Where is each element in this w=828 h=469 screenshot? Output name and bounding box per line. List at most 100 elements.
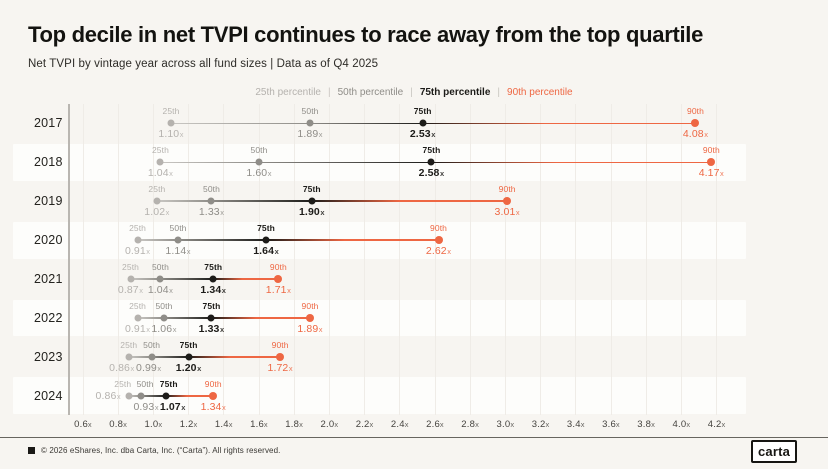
tick-number: 1.0 <box>144 419 159 431</box>
data-point-25th-2024 <box>125 392 133 400</box>
value-number: 0.87 <box>117 284 139 297</box>
value-suffix: x <box>287 286 291 296</box>
percentile-label: 75th <box>302 184 321 195</box>
value-label: 1.89x <box>297 323 322 335</box>
x-tick-label: 4.2x <box>708 419 726 430</box>
data-point-75th-2024 <box>162 392 170 400</box>
data-point-50th-2019 <box>207 197 215 205</box>
value-number: 0.86 <box>95 389 117 402</box>
data-point-50th-2020 <box>174 236 182 244</box>
percentile-line-2022 <box>137 317 311 319</box>
tick-suffix: x <box>439 420 444 430</box>
x-tick-label: 3.0x <box>497 419 515 430</box>
value-label: 1.04x <box>148 284 173 296</box>
x-tick-label: 2.8x <box>461 419 479 430</box>
tick-suffix: x <box>721 420 726 430</box>
value-label: 1.64x <box>253 245 279 257</box>
grid-line <box>223 104 225 416</box>
value-label: 1.33x <box>199 323 225 335</box>
value-suffix: x <box>186 247 191 257</box>
tick-number: 3.0 <box>496 419 511 431</box>
value-number: 1.33 <box>198 206 220 219</box>
x-tick-label: 1.2x <box>180 419 198 430</box>
percentile-label: 90th <box>702 145 720 156</box>
legend-item-p25: 25th percentile <box>255 87 321 98</box>
value-suffix: x <box>431 130 436 140</box>
percentile-label: 90th <box>498 184 516 195</box>
copyright-note: © 2026 eShares, Inc. dba Carta, Inc. (“C… <box>41 446 281 455</box>
tick-suffix: x <box>263 420 268 430</box>
tick-suffix: x <box>193 420 198 430</box>
value-suffix: x <box>267 169 272 179</box>
grid-line <box>82 104 84 416</box>
value-label: 0.91x <box>125 323 150 335</box>
year-label-2022: 2022 <box>34 310 63 325</box>
value-suffix: x <box>172 324 177 334</box>
percentile-label: 75th <box>204 262 223 273</box>
tick-suffix: x <box>580 420 585 430</box>
value-label: 3.01x <box>495 206 520 218</box>
tick-suffix: x <box>299 420 304 430</box>
data-point-25th-2019 <box>153 197 161 205</box>
value-label: 1.02x <box>144 206 169 218</box>
tick-number: 2.0 <box>320 419 335 431</box>
percentile-line-2017 <box>171 122 696 125</box>
value-number: 1.89 <box>297 322 319 335</box>
data-point-50th-2021 <box>156 275 164 283</box>
data-point-90th-2021 <box>274 275 283 284</box>
value-label: 1.72x <box>268 362 293 374</box>
x-tick-label: 3.2x <box>532 419 550 430</box>
data-point-50th-2017 <box>306 119 314 127</box>
percentile-label: 90th <box>204 378 222 389</box>
value-label: 1.71x <box>266 284 291 296</box>
value-label: 4.17x <box>699 167 724 179</box>
value-suffix: x <box>318 324 323 334</box>
value-suffix: x <box>116 391 121 401</box>
value-label: 2.58x <box>419 167 445 179</box>
data-point-90th-2019 <box>503 197 512 206</box>
percentile-label: 90th <box>269 262 287 273</box>
value-suffix: x <box>320 208 325 218</box>
percentile-label: 50th <box>169 223 187 234</box>
value-suffix: x <box>146 324 151 334</box>
data-point-25th-2022 <box>134 314 142 322</box>
x-tick-label: 1.4x <box>215 419 233 430</box>
value-suffix: x <box>288 363 293 373</box>
percentile-label: 90th <box>271 339 289 350</box>
data-point-90th-2022 <box>306 313 315 322</box>
tick-suffix: x <box>510 420 515 430</box>
value-suffix: x <box>220 208 225 218</box>
value-label: 4.08x <box>683 128 708 140</box>
value-label: 0.87x <box>118 284 143 296</box>
value-label: 0.93x <box>133 401 158 413</box>
percentile-line-2020 <box>137 239 439 241</box>
tick-suffix: x <box>123 420 128 430</box>
year-label-2019: 2019 <box>34 194 63 209</box>
legend-item-p50: 50th percentile <box>337 87 404 98</box>
data-point-75th-2020 <box>262 236 270 244</box>
legend-item-p75: 75th percentile <box>419 87 491 98</box>
tick-number: 3.6 <box>602 419 616 431</box>
value-suffix: x <box>447 247 452 257</box>
value-label: 0.91x <box>125 245 150 257</box>
percentile-line-2023 <box>128 356 281 358</box>
value-label: 1.06x <box>151 323 176 335</box>
value-number: 1.60 <box>246 167 268 180</box>
tick-number: 1.8 <box>285 419 300 431</box>
data-point-75th-2023 <box>185 353 193 361</box>
tick-number: 2.8 <box>461 419 476 431</box>
year-label-2024: 2024 <box>34 388 63 403</box>
value-suffix: x <box>515 208 520 218</box>
percentile-label: 75th <box>413 106 432 117</box>
value-label: 1.04x <box>148 167 173 179</box>
value-label: 1.20x <box>176 362 202 374</box>
value-number: 1.04 <box>147 167 169 180</box>
value-suffix: x <box>221 402 226 412</box>
percentile-label: 75th <box>202 300 221 311</box>
x-tick-label: 3.8x <box>637 419 655 430</box>
value-number: 1.34 <box>200 284 222 297</box>
grid-line <box>328 104 330 416</box>
value-suffix: x <box>704 130 709 140</box>
legend-separator: | <box>327 87 331 98</box>
tick-number: 2.4 <box>390 419 405 431</box>
